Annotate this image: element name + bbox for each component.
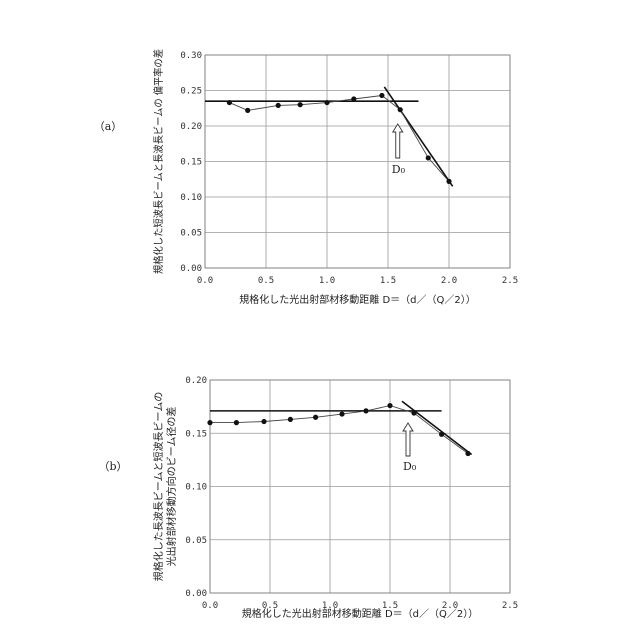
x-axis-label: 規格化した光出射部材移動距離 D＝（d／（Q／2）） [239, 293, 475, 306]
data-series-line [229, 96, 449, 182]
x-tick-label: 2.5 [502, 276, 518, 286]
data-point [398, 107, 403, 112]
data-point [234, 420, 239, 425]
d0-annotation: D₀ [403, 460, 417, 473]
x-tick-label: 2.0 [441, 276, 457, 286]
chart-panel-b: 0.00.51.01.52.02.50.000.050.100.150.20D₀… [98, 376, 518, 620]
y-tick-label: 0.30 [180, 51, 202, 61]
data-point [351, 96, 356, 101]
x-axis-label: 規格化した光出射部材移動距離 D＝（d／（Q／2）） [242, 607, 478, 620]
panel-label: （a） [94, 120, 123, 133]
data-point [227, 100, 232, 105]
y-axis-label-line-2: 光出射部材移動方向のビーム径の差 [165, 407, 178, 567]
x-tick-label: 1.5 [380, 276, 396, 286]
x-tick-label: 0.0 [197, 276, 213, 286]
data-point [207, 420, 212, 425]
data-point [288, 417, 293, 422]
data-point [426, 155, 431, 160]
d0-arrow-icon [393, 124, 403, 158]
y-tick-label: 0.20 [185, 376, 207, 386]
data-point [313, 415, 318, 420]
y-tick-label: 0.15 [185, 429, 207, 439]
data-point [339, 411, 344, 416]
data-point [439, 432, 444, 437]
y-tick-label: 0.05 [180, 229, 202, 239]
y-tick-label: 0.10 [180, 193, 202, 203]
d0-annotation: D₀ [392, 163, 406, 176]
data-point [245, 108, 250, 113]
panel-label: （b） [98, 460, 127, 473]
y-tick-label: 0.00 [185, 589, 207, 599]
x-tick-label: 1.0 [319, 276, 335, 286]
data-point [379, 93, 384, 98]
x-tick-label: 0.0 [202, 601, 218, 611]
d0-arrow-icon [403, 423, 413, 456]
y-tick-label: 0.25 [180, 87, 202, 97]
data-point [276, 103, 281, 108]
data-point [411, 410, 416, 415]
y-tick-label: 0.10 [185, 483, 207, 493]
data-point [298, 102, 303, 107]
data-point [446, 179, 451, 184]
x-tick-label: 2.5 [502, 601, 518, 611]
y-axis-label-line-1: 規格化した長波長ビームと短波長ビームの [152, 392, 165, 581]
chart-panel-a: 0.0 0.5 1.0 1.5 2.0 2.5 0.00 0.05 0.10 0.15 0.20 0.… [94, 49, 518, 306]
y-tick-label: 0.20 [180, 122, 202, 132]
data-point [324, 100, 329, 105]
data-point [387, 403, 392, 408]
figure-canvas: 0.0 0.5 1.0 1.5 2.0 2.5 0.00 0.05 0.10 0.15 0.20 0.… [0, 0, 640, 640]
data-point [465, 451, 470, 456]
fit-line-slope [402, 401, 472, 454]
y-tick-label: 0.00 [180, 264, 202, 274]
y-axis-label: 規格化した短波長ビームと長波長ビームの 偏平率の差 [152, 49, 165, 274]
x-tick-label: 0.5 [258, 276, 274, 286]
data-point [261, 419, 266, 424]
y-tick-label: 0.15 [180, 158, 202, 168]
y-axis-label: 規格化した長波長ビームと短波長ビームの光出射部材移動方向のビーム径の差 [152, 392, 178, 581]
data-series-line [210, 406, 468, 454]
data-point [363, 408, 368, 413]
y-tick-label: 0.05 [185, 536, 207, 546]
